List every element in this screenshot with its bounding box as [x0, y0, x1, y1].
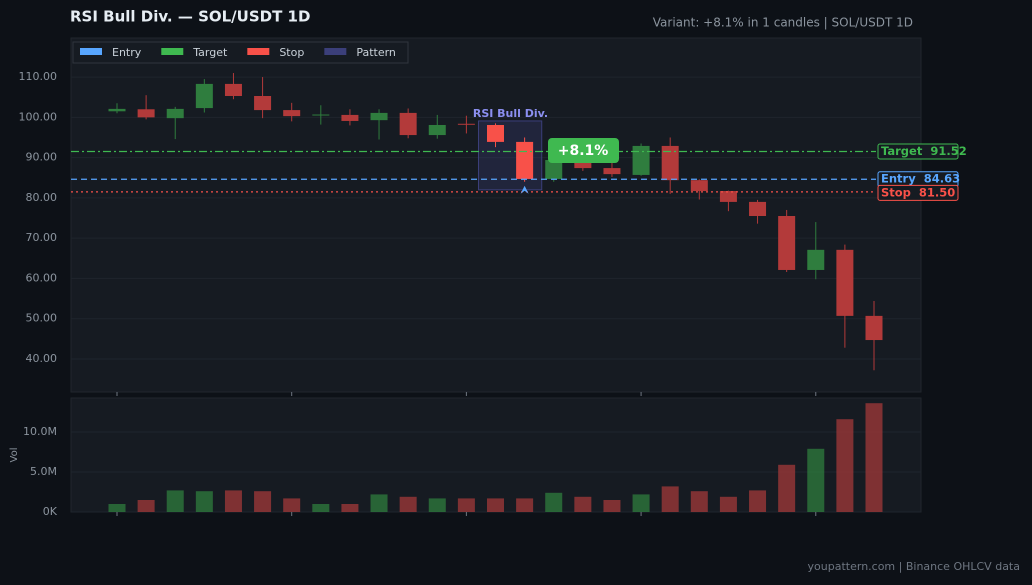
candle-body — [195, 83, 213, 109]
volume-bar — [603, 500, 621, 512]
candle-body — [283, 110, 301, 117]
footer: youpattern.com | Binance OHLCV data — [808, 560, 1020, 573]
legend-swatch — [324, 48, 347, 55]
level-value: 81.50 — [919, 185, 955, 199]
volume-bar — [108, 504, 126, 512]
y-tick-label: 90.00 — [26, 151, 58, 164]
legend-swatch — [161, 48, 184, 55]
volume-bar — [865, 403, 883, 512]
candle-body — [545, 160, 563, 179]
candle-body — [341, 114, 359, 121]
candle-body — [516, 141, 534, 179]
volume-bar — [545, 492, 563, 512]
volume-bar — [778, 464, 796, 512]
y2-tick-label: 10.0M — [23, 425, 57, 438]
volume-bar — [254, 491, 272, 512]
legend-label: Entry — [112, 46, 142, 59]
volume-axis-label: Vol — [9, 448, 20, 463]
y-tick-label: 110.00 — [19, 70, 58, 83]
y2-tick-label: 5.0M — [30, 465, 57, 478]
legend-swatch — [247, 48, 270, 55]
volume-bar — [516, 498, 534, 512]
level-tag — [877, 143, 959, 160]
y-tick-label: 60.00 — [26, 271, 58, 284]
volume-bar — [749, 490, 767, 512]
legend-swatch — [80, 48, 102, 55]
volume-bar — [836, 419, 854, 512]
volume-bar — [661, 486, 679, 512]
level-name: Target — [881, 144, 923, 158]
pattern-label: RSI Bull Div. — [473, 107, 548, 120]
candle-body — [108, 108, 126, 112]
volume-bar — [428, 498, 446, 512]
candle-body — [865, 315, 883, 341]
legend-label: Pattern — [356, 46, 396, 59]
candle-body — [603, 168, 621, 175]
gain-label: +8.1% — [558, 143, 609, 159]
level-name: Entry — [881, 172, 916, 186]
gain-badge — [548, 138, 619, 163]
volume-bar — [457, 498, 475, 512]
candle-body — [137, 109, 155, 118]
volume-bar — [341, 504, 359, 512]
volume-bar — [399, 496, 417, 512]
y-tick-label: 80.00 — [26, 191, 58, 204]
level-name: Stop — [881, 185, 911, 199]
candle-body — [690, 180, 708, 192]
volume-bar — [487, 498, 504, 512]
volume-bar — [632, 494, 650, 512]
candle-body — [370, 112, 388, 121]
candle-body — [632, 145, 650, 175]
candle-body — [254, 95, 272, 111]
legend-label: Stop — [279, 46, 304, 59]
candle-body — [312, 114, 330, 116]
volume-bar — [370, 494, 388, 512]
volume-bar — [312, 504, 330, 512]
volume-bar — [283, 498, 301, 512]
entry-arrow — [520, 185, 529, 194]
volume-bar — [166, 490, 184, 512]
candle-body — [749, 201, 767, 217]
y-tick-label: 40.00 — [26, 352, 58, 365]
level-value: 84.63 — [924, 172, 960, 186]
candle-body — [428, 124, 446, 136]
candle-body — [399, 112, 417, 136]
volume-bar — [574, 496, 592, 512]
y2-tick-label: 0K — [43, 505, 58, 518]
volume-bar — [195, 491, 213, 512]
volume-bar — [807, 448, 825, 512]
candle-body — [661, 145, 679, 181]
candle-body — [224, 83, 242, 96]
candle-body — [719, 191, 737, 202]
candle-body — [836, 249, 854, 316]
chart-title: RSI Bull Div. — SOL/USDT 1D — [70, 8, 310, 26]
candle-body — [574, 160, 592, 169]
y-tick-label: 100.00 — [19, 110, 58, 123]
y-tick-label: 70.00 — [26, 231, 58, 244]
volume-bar — [690, 491, 708, 512]
legend-label: Target — [192, 46, 228, 59]
level-tag — [877, 184, 959, 201]
candle-body — [807, 249, 825, 270]
volume-bar — [224, 490, 242, 512]
volume-bar — [719, 496, 737, 512]
volume-bar — [137, 500, 155, 512]
level-value: 91.52 — [930, 144, 966, 158]
candle-body — [778, 216, 796, 270]
y-tick-label: 50.00 — [26, 312, 58, 325]
subtitle: Variant: +8.1% in 1 candles | SOL/USDT 1… — [653, 16, 913, 30]
candle-body — [166, 108, 184, 119]
legend-box — [72, 41, 409, 64]
candle-body — [457, 123, 475, 125]
candle-body — [487, 124, 504, 142]
